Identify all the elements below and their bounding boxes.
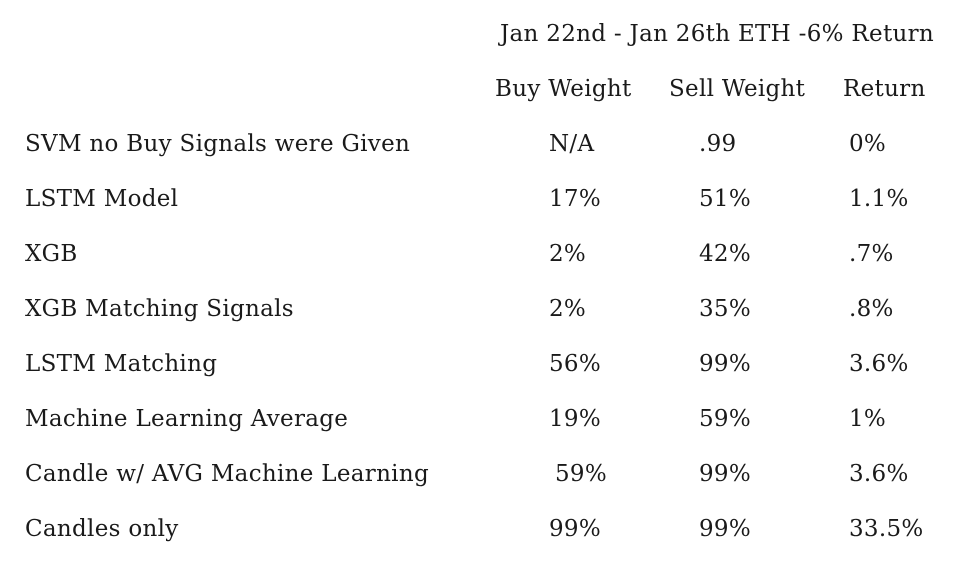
sell-weight-value: 99%: [699, 351, 752, 377]
buy-weight-value: N/A: [549, 131, 595, 157]
row-label: Candle w/ AVG Machine Learning: [25, 461, 429, 487]
row-label: XGB: [25, 241, 78, 267]
header-return: Return: [843, 76, 926, 102]
header-buy-weight: Buy Weight: [495, 76, 632, 102]
return-value: 3.6%: [849, 461, 909, 487]
return-value: 3.6%: [849, 351, 909, 377]
row-label: LSTM Matching: [25, 351, 218, 377]
row-label: Candles only: [25, 516, 179, 542]
row-label: SVM no Buy Signals were Given: [25, 131, 411, 157]
sell-weight-value: 99%: [699, 516, 752, 542]
sell-weight-value: .99: [699, 131, 737, 157]
return-value: .7%: [849, 241, 894, 267]
buy-weight-value: 99%: [549, 516, 602, 542]
return-value: 33.5%: [849, 516, 924, 542]
buy-weight-value: 56%: [549, 351, 602, 377]
return-value: .8%: [849, 296, 894, 322]
row-label: XGB Matching Signals: [25, 296, 294, 322]
buy-weight-value: 17%: [549, 186, 602, 212]
buy-weight-value: 59%: [555, 461, 608, 487]
return-value: 0%: [849, 131, 887, 157]
sell-weight-value: 59%: [699, 406, 752, 432]
row-label: Machine Learning Average: [25, 406, 349, 432]
table-title: Jan 22nd - Jan 26th ETH -6% Return: [500, 21, 935, 47]
header-sell-weight: Sell Weight: [669, 76, 806, 102]
sell-weight-value: 99%: [699, 461, 752, 487]
return-value: 1.1%: [849, 186, 909, 212]
row-label: LSTM Model: [25, 186, 179, 212]
sell-weight-value: 51%: [699, 186, 752, 212]
buy-weight-value: 19%: [549, 406, 602, 432]
buy-weight-value: 2%: [549, 241, 587, 267]
sell-weight-value: 42%: [699, 241, 752, 267]
return-value: 1%: [849, 406, 887, 432]
sell-weight-value: 35%: [699, 296, 752, 322]
buy-weight-value: 2%: [549, 296, 587, 322]
